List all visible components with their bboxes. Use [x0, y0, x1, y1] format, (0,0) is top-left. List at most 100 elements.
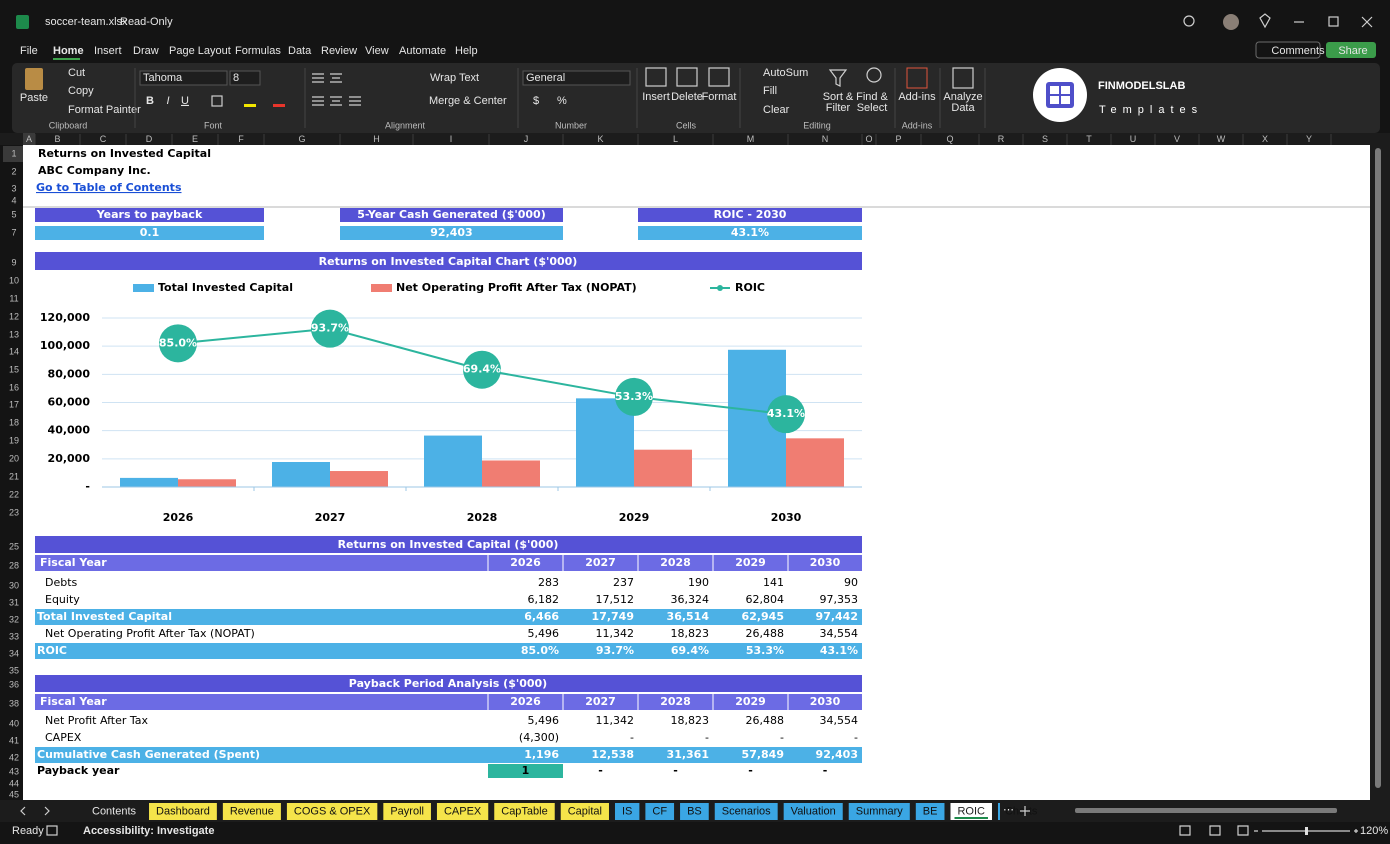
menu-tab[interactable]: Home — [53, 45, 84, 57]
row-header[interactable]: 40 — [9, 718, 19, 728]
macro-icon[interactable] — [46, 825, 58, 836]
row-header[interactable]: 35 — [9, 665, 19, 675]
addins-button[interactable]: Add-ins — [898, 91, 936, 103]
sheet-tab-label[interactable]: Payroll — [390, 805, 424, 817]
row-header[interactable]: 16 — [9, 382, 19, 392]
column-header[interactable]: J — [524, 134, 529, 144]
sheet-tab-bg[interactable] — [714, 803, 778, 820]
sheet-tab-label[interactable]: CF — [652, 805, 667, 817]
row-header[interactable]: 32 — [9, 614, 19, 624]
row-header[interactable]: 44 — [9, 778, 19, 788]
zoom-thumb[interactable] — [1305, 827, 1308, 835]
accessibility[interactable]: Accessibility: Investigate — [83, 825, 214, 837]
font-size-box[interactable] — [229, 70, 261, 86]
sheet-tab-bg[interactable] — [85, 803, 144, 820]
wrap-text[interactable]: Wrap Text — [430, 72, 479, 84]
autosum[interactable]: AutoSum — [763, 67, 808, 79]
share-label[interactable]: Share — [1338, 45, 1367, 57]
analyze-icon[interactable] — [952, 67, 974, 89]
premium-icon[interactable] — [1259, 13, 1271, 29]
new-sheet[interactable] — [1020, 806, 1030, 816]
menu-tab[interactable]: Insert — [94, 45, 122, 57]
addins-icon[interactable] — [906, 67, 928, 89]
row-header[interactable]: 5 — [11, 209, 16, 219]
sheet-tab-label[interactable]: Summary — [856, 805, 904, 817]
analyze-data[interactable]: Data — [951, 102, 975, 114]
format-button[interactable]: Format — [702, 91, 737, 103]
row-header[interactable]: 13 — [9, 329, 19, 339]
search-icon[interactable] — [1183, 15, 1195, 27]
sheet-tab[interactable]: Contents — [85, 803, 144, 820]
row-header[interactable]: 19 — [9, 435, 19, 445]
sheet-tab[interactable]: Capital — [560, 803, 609, 820]
column-header[interactable]: L — [673, 134, 678, 144]
sheet-tab[interactable]: BS — [680, 803, 709, 820]
find-select[interactable]: Select — [857, 102, 888, 114]
sheet-tab-label[interactable]: Scenarios — [722, 805, 771, 817]
column-header[interactable]: P — [895, 134, 901, 144]
horizontal-scrollbar[interactable] — [1075, 808, 1337, 813]
column-header[interactable]: I — [450, 134, 453, 144]
row-header[interactable]: 36 — [9, 679, 19, 689]
analyze-data[interactable]: Analyze — [943, 91, 982, 103]
column-header[interactable]: R — [998, 134, 1005, 144]
legend-label[interactable]: Net Operating Profit After Tax (NOPAT) — [396, 281, 637, 294]
sheet-tab-bg[interactable] — [222, 803, 281, 820]
sheet-tab-bg[interactable] — [436, 803, 489, 820]
toc-link[interactable]: Go to Table of Contents — [36, 181, 182, 194]
column-header[interactable]: N — [822, 134, 829, 144]
row-header[interactable]: 25 — [9, 541, 19, 551]
currency-button[interactable]: $ — [533, 95, 539, 107]
sheet-tab-label[interactable]: BS — [687, 805, 702, 817]
row-header[interactable]: 41 — [9, 735, 19, 745]
row-header[interactable]: 15 — [9, 364, 19, 374]
sheet-tab-bg[interactable] — [997, 803, 1000, 820]
sheet-tab[interactable]: Payroll — [383, 803, 431, 820]
sheet-tab-bg[interactable] — [614, 803, 640, 820]
row-header[interactable]: 1 — [11, 148, 16, 158]
sheet-tab[interactable]: CF — [645, 803, 675, 820]
find-icon[interactable] — [866, 67, 882, 83]
sheet-tab-bg[interactable] — [645, 803, 675, 820]
sheet-tab[interactable]: CAPEX — [436, 803, 489, 820]
column-header[interactable]: H — [373, 134, 380, 144]
column-header[interactable]: V — [1174, 134, 1180, 144]
column-header[interactable]: E — [192, 134, 198, 144]
cut[interactable]: Cut — [68, 67, 85, 79]
sheet-tab[interactable]: BE — [915, 803, 945, 820]
font-name[interactable]: Tahoma — [143, 72, 183, 84]
column-header[interactable]: D — [146, 134, 153, 144]
row-header[interactable]: 21 — [9, 471, 19, 481]
find-select[interactable]: Find & — [856, 91, 888, 103]
menu-tab[interactable]: Help — [455, 45, 478, 57]
sheet-tab-bg[interactable] — [286, 803, 378, 820]
avatar[interactable] — [1223, 14, 1239, 30]
column-header[interactable]: T — [1086, 134, 1092, 144]
row-header[interactable]: 42 — [9, 752, 19, 762]
row-header[interactable]: 11 — [9, 293, 18, 303]
menu-tab[interactable]: File — [20, 45, 38, 57]
row-header[interactable]: 9 — [11, 257, 16, 267]
row-header[interactable]: 38 — [9, 698, 19, 708]
paste[interactable]: Paste — [20, 92, 48, 104]
row-header[interactable]: 23 — [9, 507, 19, 517]
sheet-tab-label[interactable]: CapTable — [501, 805, 547, 817]
maximize[interactable] — [1328, 16, 1339, 27]
row-header[interactable]: 20 — [9, 453, 19, 463]
row-header[interactable]: 34 — [9, 648, 19, 658]
fill-color-icon[interactable] — [244, 104, 256, 107]
bold-button[interactable]: B — [146, 95, 154, 107]
column-header[interactable]: X — [1262, 134, 1268, 144]
sheet-tab[interactable]: COGS & OPEX — [286, 803, 378, 820]
column-header[interactable]: C — [100, 134, 107, 144]
share-button[interactable] — [1326, 42, 1376, 58]
column-header[interactable]: O — [865, 134, 872, 144]
column-header[interactable]: M — [747, 134, 755, 144]
sort-filter[interactable]: Sort & — [823, 91, 854, 103]
sheet-tab-bg[interactable] — [950, 803, 992, 820]
percent-button[interactable]: % — [557, 95, 567, 107]
row-header[interactable]: 28 — [9, 560, 19, 570]
merge-center[interactable]: Merge & Center — [429, 95, 507, 107]
alignment-icons[interactable] — [312, 73, 361, 106]
underline-button[interactable]: U — [181, 95, 189, 107]
